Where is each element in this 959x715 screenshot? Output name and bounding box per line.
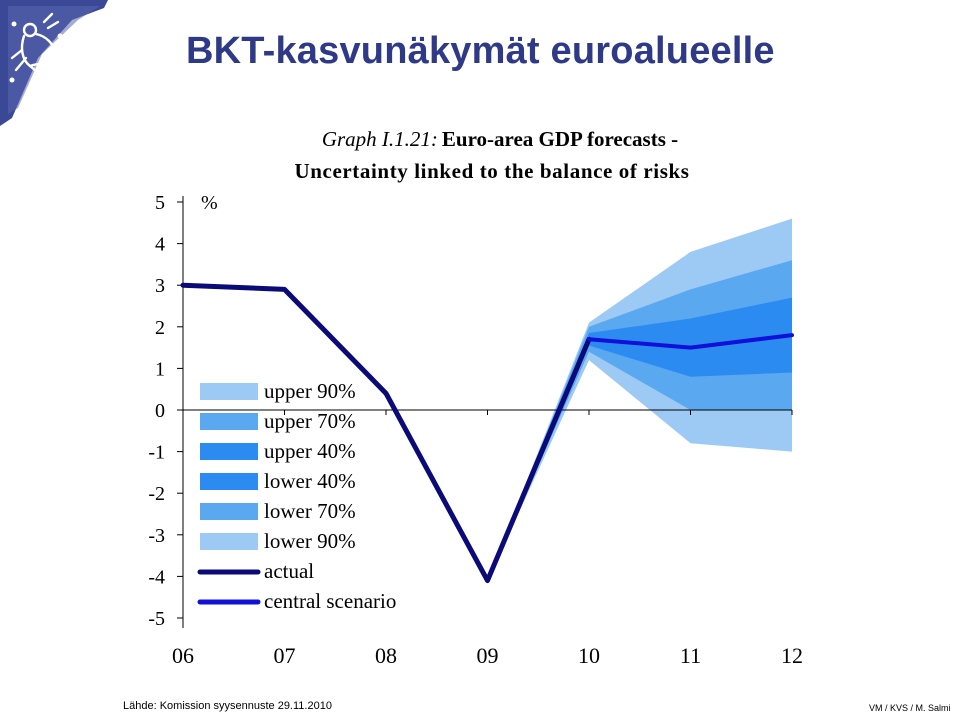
y-tick-label: 4 [155, 234, 165, 256]
chart-title: Graph I.1.21: Euro-area GDP forecasts - [322, 127, 678, 151]
band-upper-40-to-lower-40 [487, 297, 792, 581]
x-tick-label: 09 [477, 643, 499, 668]
author-credit: VM / KVS / M. Salmi [869, 703, 951, 713]
y-tick-label: 5 [155, 192, 165, 214]
y-tick-label: 0 [155, 400, 165, 422]
y-tick-label: -1 [148, 442, 165, 464]
x-tick-label: 08 [375, 643, 397, 668]
legend-swatch-upper-70 [200, 413, 258, 430]
y-unit-label: % [201, 192, 218, 214]
y-tick-label: 3 [155, 275, 165, 297]
legend-label-lower-90: lower 90% [264, 529, 356, 553]
x-tick-label: 07 [274, 643, 296, 668]
legend-swatch-lower-40 [200, 473, 258, 490]
slide-title: BKT-kasvunäkymät euroalueelle [186, 30, 775, 72]
chart-title-main: Euro-area GDP forecasts - [442, 127, 678, 151]
legend-swatch-upper-90 [200, 383, 258, 400]
series-line-central-scenario [587, 333, 794, 350]
x-tick-label: 12 [781, 643, 803, 668]
legend-label-upper-40: upper 40% [264, 439, 356, 463]
chart-graph-label: Graph I.1.21: [322, 127, 438, 151]
legend-label-lower-40: lower 40% [264, 469, 356, 493]
y-tick-label: -5 [148, 608, 165, 630]
chart-subtitle: Uncertainty linked to the balance of ris… [294, 159, 689, 183]
series-line-actual [180, 282, 592, 584]
legend-label-upper-90: upper 90% [264, 379, 356, 403]
y-tick-label: -4 [148, 566, 165, 588]
legend-label-central-scenario: central scenario [264, 589, 396, 613]
legend-label-lower-70: lower 70% [264, 499, 356, 523]
y-tick-label: 2 [155, 317, 165, 339]
y-tick-label: -2 [148, 483, 165, 505]
legend-swatch-lower-70 [200, 503, 258, 520]
x-tick-label: 11 [680, 643, 701, 668]
legend-label-actual: actual [264, 559, 314, 583]
legend-label-upper-70: upper 70% [264, 409, 356, 433]
coat-of-arms-logo [0, 0, 108, 126]
legend-swatch-lower-90 [200, 533, 258, 550]
y-tick-label: -3 [148, 525, 165, 547]
legend-swatch-upper-40 [200, 443, 258, 460]
y-tick-label: 1 [155, 358, 165, 380]
x-tick-label: 06 [172, 643, 194, 668]
source-note: Lähde: Komission syysennuste 29.11.2010 [123, 700, 332, 712]
x-tick-label: 10 [578, 643, 600, 668]
